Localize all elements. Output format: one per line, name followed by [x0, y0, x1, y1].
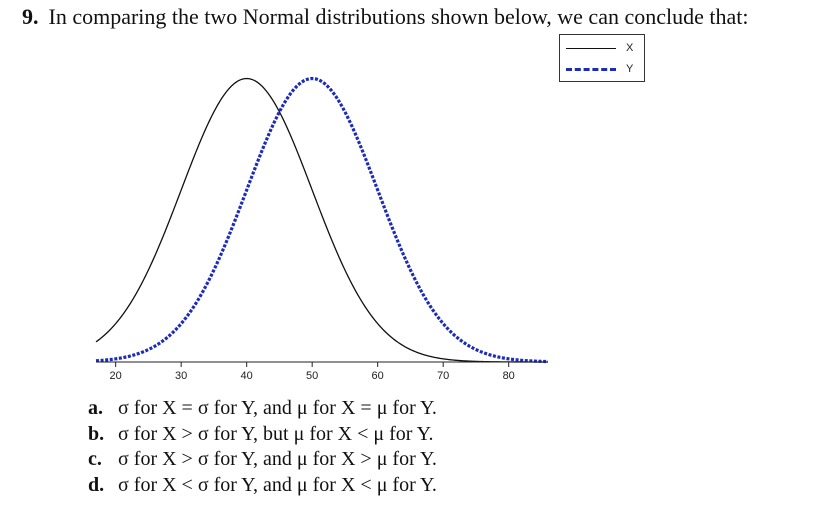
choice-a-text: σ for X = σ for Y, and μ for X = μ for Y…: [118, 397, 437, 419]
choice-a-letter: a.: [88, 397, 103, 419]
x-tick-label-50: 50: [306, 370, 318, 382]
x-tick-label-20: 20: [110, 370, 122, 382]
choice-c-letter: c.: [88, 448, 102, 470]
legend-label-y: Y: [626, 63, 634, 75]
choice-b-text: σ for X > σ for Y, but μ for X < μ for Y…: [118, 422, 434, 445]
choice-b[interactable]: b. σ for X > σ for Y, but μ for X < μ for…: [88, 422, 437, 448]
choice-c-text: σ for X > σ for Y, and μ for X > μ for Y…: [118, 448, 437, 470]
series-line-x: [95, 77, 548, 363]
x-tick-label-80: 80: [503, 370, 515, 382]
x-tick-label-60: 60: [372, 370, 384, 382]
choice-c[interactable]: c. σ for X > σ for Y, and μ for X > μ for…: [88, 447, 437, 473]
series-line-y: [95, 76, 549, 364]
x-tick-label-70: 70: [437, 370, 449, 382]
choice-a[interactable]: a. σ for X = σ for Y, and μ for X = μ for…: [88, 396, 437, 422]
choice-d-text: σ for X < σ for Y, and μ for X < μ for Y…: [118, 473, 437, 496]
question-number: 9.: [22, 4, 39, 29]
x-tick-label-30: 30: [175, 370, 187, 382]
choice-d[interactable]: d. σ for X < σ for Y, and μ for X < μ for…: [88, 473, 437, 499]
legend-entry-y: Y: [566, 60, 633, 78]
x-tick-label-40: 40: [241, 370, 253, 382]
chart-legend: X Y: [559, 34, 645, 82]
legend-swatch-y: [566, 67, 616, 71]
legend-swatch-x: [566, 47, 616, 49]
choice-b-letter: b.: [88, 422, 105, 445]
legend-entry-x: X: [566, 39, 633, 57]
answer-choices: a. σ for X = σ for Y, and μ for X = μ for…: [88, 396, 437, 498]
question: 9. In comparing the two Normal distributi…: [22, 4, 812, 30]
choice-d-letter: d.: [88, 473, 105, 496]
question-text: In comparing the two Normal distribution…: [48, 4, 749, 29]
legend-label-x: X: [626, 42, 634, 54]
